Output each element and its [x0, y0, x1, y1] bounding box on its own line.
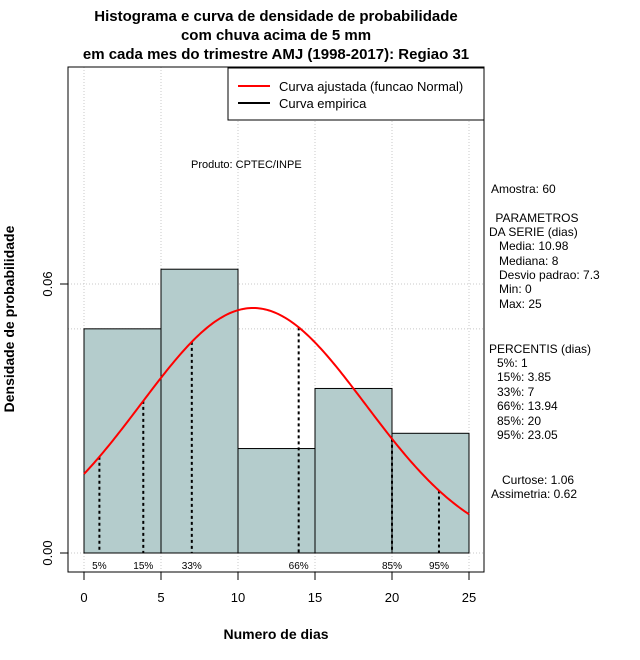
histogram-bar-1	[160, 268, 239, 554]
product-note: Produto: CPTEC/INPE	[191, 159, 302, 171]
stat-mean: Media: 10.98	[499, 239, 569, 253]
x-tick-label-3: 15	[308, 590, 322, 605]
stat-max: Max: 25	[499, 297, 542, 311]
stat-kurtosis: Curtose: 1.06	[502, 473, 574, 487]
axes: 0 5 10 15 20 25 0.00 0.06	[40, 271, 476, 605]
stat-params-header-1: PARAMETROS	[492, 211, 578, 225]
legend-label-normal: Curva ajustada (funcao Normal)	[279, 79, 463, 94]
x-axis-label: Numero de dias	[223, 626, 328, 642]
stat-p5: 5%: 1	[497, 356, 528, 370]
normal-curve-path	[83, 306, 470, 516]
y-axis-label: Densidade de probabilidade	[1, 225, 17, 412]
percentile-label-66pct: 66%	[289, 561, 309, 572]
y-tick-label-1: 0.06	[40, 271, 55, 296]
histogram-bar-2	[237, 448, 316, 554]
percentile-label-95pct: 95%	[429, 561, 449, 572]
percentile-label-33pct: 33%	[182, 561, 202, 572]
y-tick-label-0: 0.00	[40, 540, 55, 565]
stat-p85: 85%: 20	[497, 414, 541, 428]
plot-frame	[67, 66, 485, 573]
percentile-label-5pct: 5%	[92, 561, 107, 572]
stat-sd: Desvio padrao: 7.3	[499, 268, 600, 282]
stat-percentis-header: PERCENTIS (dias)	[489, 342, 591, 356]
chart-title-line-1: Histograma e curva de densidade de proba…	[94, 8, 457, 25]
x-tick-label-1: 5	[157, 590, 164, 605]
stat-params-header-2: DA SERIE (dias)	[489, 225, 578, 239]
legend-box	[227, 67, 485, 121]
stat-p66: 66%: 13.94	[497, 399, 558, 413]
percentile-label-85pct: 85%	[382, 561, 402, 572]
histogram-bar-3	[314, 387, 393, 554]
percentile-label-15pct: 15%	[133, 561, 153, 572]
x-tick-label-2: 10	[231, 590, 245, 605]
stat-sample: Amostra: 60	[491, 182, 556, 196]
stats-panel: Amostra: 60 PARAMETROS DA SERIE (dias) M…	[489, 182, 600, 501]
x-tick-label-0: 0	[80, 590, 87, 605]
normal-fit-curve	[83, 306, 470, 516]
histogram-bar-0	[83, 328, 162, 554]
stat-min: Min: 0	[499, 282, 532, 296]
stat-p95: 95%: 23.05	[497, 428, 558, 442]
legend: Curva ajustada (funcao Normal) Curva emp…	[227, 67, 485, 121]
x-tick-label-4: 20	[385, 590, 399, 605]
x-tick-label-5: 25	[462, 590, 476, 605]
histogram-bars	[83, 268, 470, 554]
percentile-markers: 5% 15% 33% 66% 85% 95%	[92, 327, 449, 572]
histogram-bar-4	[391, 432, 470, 554]
stat-p33: 33%: 7	[497, 385, 535, 399]
legend-label-empirical: Curva empirica	[279, 96, 367, 111]
stat-p15: 15%: 3.85	[497, 370, 551, 384]
chart-title-line-3: em cada mes do trimestre AMJ (1998-2017)…	[83, 46, 469, 63]
stat-skewness: Assimetria: 0.62	[491, 487, 577, 501]
chart-title-line-2: com chuva acima de 5 mm	[181, 27, 371, 44]
stat-median: Mediana: 8	[499, 254, 559, 268]
